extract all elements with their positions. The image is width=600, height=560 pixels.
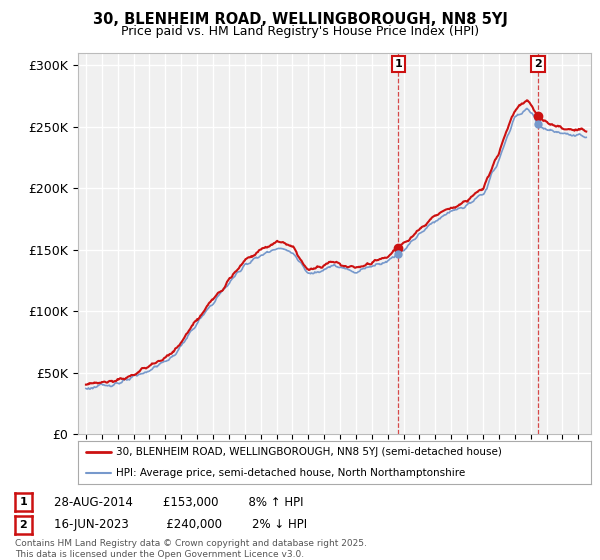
Text: 1: 1	[20, 497, 27, 507]
Text: 2: 2	[534, 59, 542, 69]
Text: Price paid vs. HM Land Registry's House Price Index (HPI): Price paid vs. HM Land Registry's House …	[121, 25, 479, 38]
Text: Contains HM Land Registry data © Crown copyright and database right 2025.
This d: Contains HM Land Registry data © Crown c…	[15, 539, 367, 559]
Text: 2: 2	[20, 520, 27, 530]
Text: HPI: Average price, semi-detached house, North Northamptonshire: HPI: Average price, semi-detached house,…	[116, 469, 466, 478]
Text: 30, BLENHEIM ROAD, WELLINGBOROUGH, NN8 5YJ: 30, BLENHEIM ROAD, WELLINGBOROUGH, NN8 5…	[92, 12, 508, 27]
Text: 1: 1	[394, 59, 402, 69]
Text: 16-JUN-2023          £240,000        2% ↓ HPI: 16-JUN-2023 £240,000 2% ↓ HPI	[54, 518, 307, 531]
Text: 30, BLENHEIM ROAD, WELLINGBOROUGH, NN8 5YJ (semi-detached house): 30, BLENHEIM ROAD, WELLINGBOROUGH, NN8 5…	[116, 447, 502, 456]
Text: 28-AUG-2014        £153,000        8% ↑ HPI: 28-AUG-2014 £153,000 8% ↑ HPI	[54, 496, 304, 509]
